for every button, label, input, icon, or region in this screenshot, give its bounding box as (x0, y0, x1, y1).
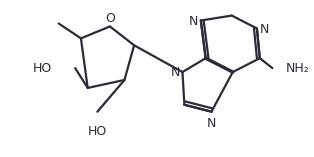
Text: N: N (171, 66, 181, 78)
Text: O: O (105, 12, 115, 25)
Text: N: N (260, 23, 269, 36)
Text: HO: HO (33, 62, 52, 75)
Text: HO: HO (88, 125, 107, 138)
Text: N: N (207, 117, 216, 130)
Text: N: N (188, 15, 198, 28)
Text: NH₂: NH₂ (286, 62, 310, 75)
